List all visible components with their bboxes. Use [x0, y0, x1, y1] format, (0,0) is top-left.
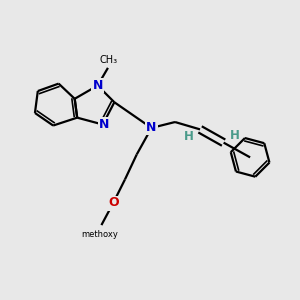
Text: O: O [108, 196, 119, 209]
Text: H: H [184, 130, 194, 143]
Text: CH₃: CH₃ [100, 55, 118, 64]
Text: N: N [146, 122, 157, 134]
Text: H: H [230, 129, 240, 142]
Text: N: N [92, 79, 103, 92]
Text: N: N [99, 118, 110, 131]
Text: methoxy: methoxy [82, 230, 118, 239]
